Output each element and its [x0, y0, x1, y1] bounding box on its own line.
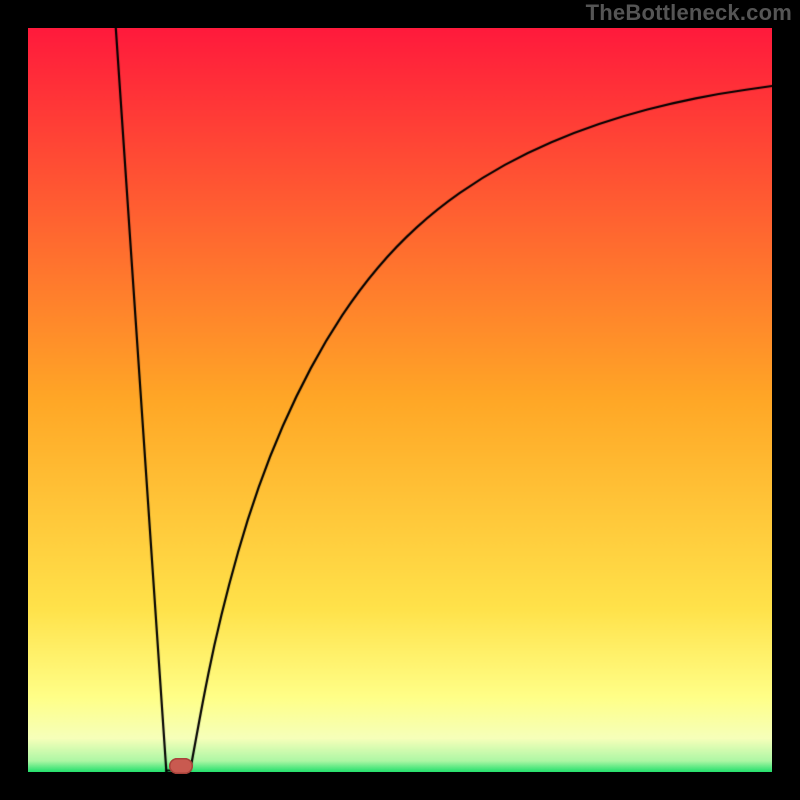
chart-border-left: [0, 0, 28, 800]
chart-stage: TheBottleneck.com: [0, 0, 800, 800]
valley-marker: [169, 758, 193, 774]
bottleneck-curve-canvas: [0, 0, 800, 800]
watermark-text: TheBottleneck.com: [586, 0, 792, 26]
chart-border-bottom: [0, 772, 800, 800]
chart-border-right: [772, 0, 800, 800]
